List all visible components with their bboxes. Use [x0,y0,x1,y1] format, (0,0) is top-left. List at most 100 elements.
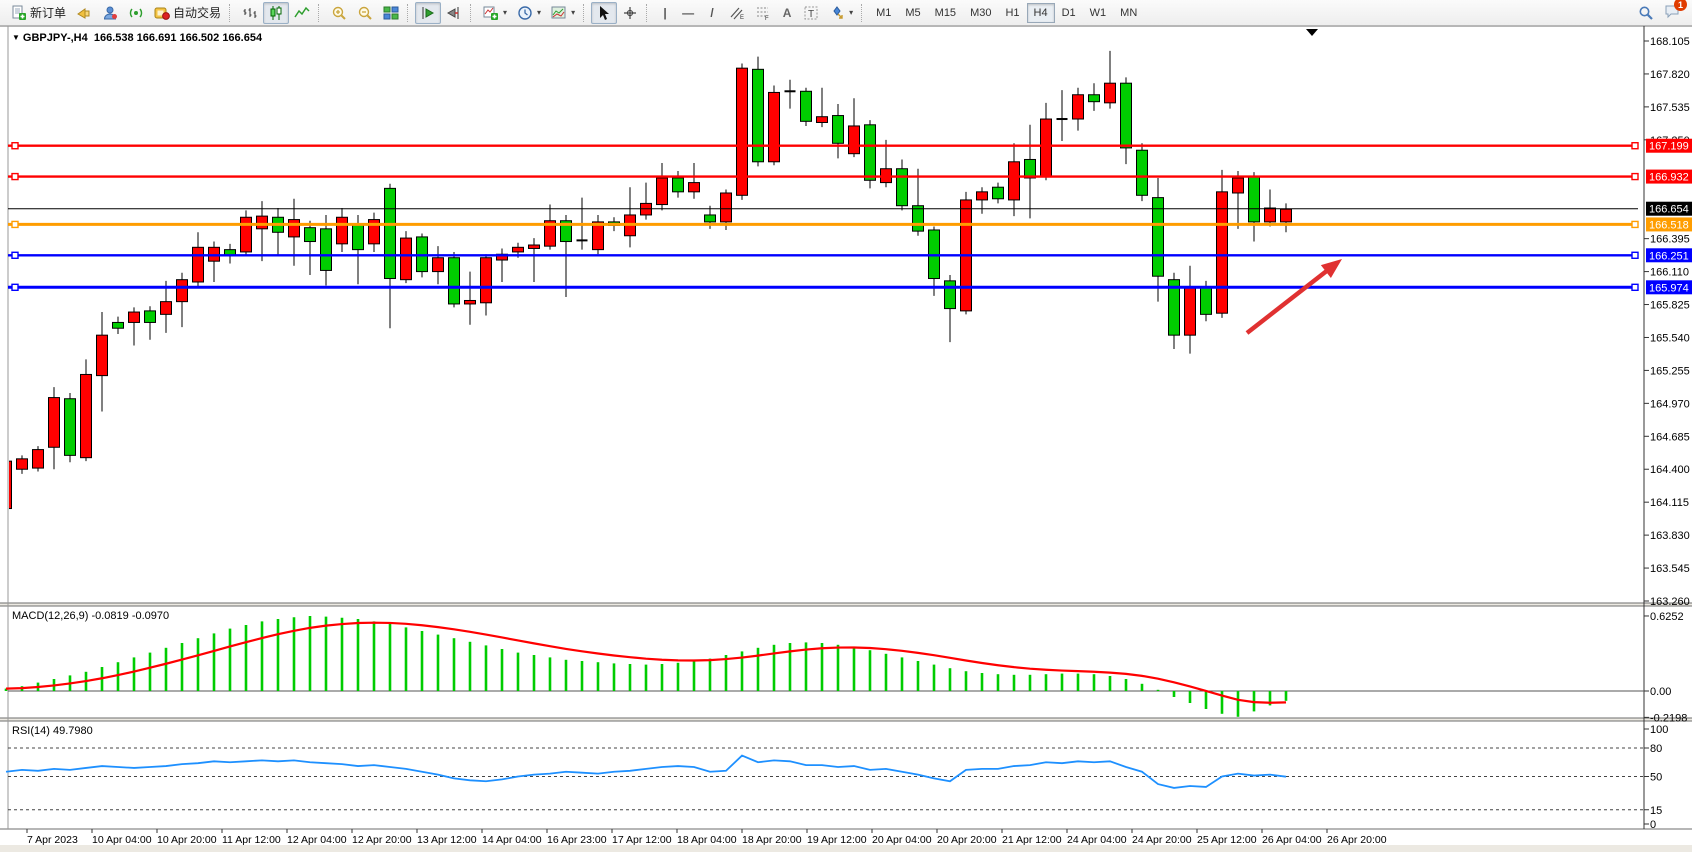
tf-button-m5[interactable]: M5 [905,6,921,19]
candlestick-icon [270,5,282,20]
time-label: 13 Apr 12:00 [417,834,477,846]
auto-scroll-icon [422,6,435,19]
candle-body [1088,94,1100,103]
line-handle[interactable] [11,220,19,229]
time-label: 12 Apr 20:00 [352,834,412,846]
chart-window[interactable]: ▼ GBPJPY-,H4 166.538 166.691 166.502 166.… [0,25,1692,852]
macd-signal-line [5,621,1287,704]
toolbar-separator [407,3,412,22]
signals-button[interactable] [123,2,149,24]
price-tick-label: 165.540 [1650,332,1690,344]
time-label: 14 Apr 04:00 [482,834,542,846]
text-tool-button[interactable]: A [776,2,798,24]
macd-indicator-label: MACD(12,26,9) -0.0819 -0.0970 [12,610,169,622]
auto-scroll-button[interactable] [415,1,442,24]
price-tick-label: 164.970 [1650,398,1690,410]
candle-body [64,398,76,456]
indicators-menu-button[interactable]: ▾ [478,2,512,24]
equidistant-channel-icon: E [730,7,744,21]
line-handle[interactable] [11,283,19,292]
zoom-out-icon [358,6,372,20]
line-handle[interactable] [1631,142,1639,150]
tf-button-m1[interactable]: M1 [876,6,892,19]
chat-button[interactable]: 1 [1664,0,1687,22]
line-handle[interactable] [11,172,19,181]
cursor-tool-button[interactable] [591,1,618,24]
community-button[interactable] [97,2,123,24]
rsi-tick-label: 50 [1650,772,1662,784]
tf-button-h4[interactable]: H4 [1026,2,1055,23]
tf-button-h1[interactable]: H1 [1005,6,1020,19]
candle-body [1280,208,1292,223]
collapse-ohlc-icon[interactable]: ▼ [12,33,20,42]
text-label-tool-button[interactable]: T [798,2,824,24]
candle-body [720,192,732,223]
annotation-arrow-shaft[interactable] [1245,265,1333,335]
auto-trading-button[interactable]: 自动交易 [149,2,226,24]
periods-menu-button[interactable]: ▾ [512,2,546,24]
line-handle[interactable] [1631,172,1639,181]
rsi-tick-label: 100 [1650,724,1668,736]
line-handle[interactable] [1631,283,1639,292]
svg-text:F: F [765,16,769,21]
alerts-button[interactable] [71,2,97,24]
tile-windows-button[interactable] [378,2,404,24]
price-tick-label: 165.255 [1650,365,1690,377]
rsi-tick-label: 15 [1650,805,1662,817]
fibonacci-tool-button[interactable]: F [750,2,776,24]
line-handle[interactable] [11,142,19,150]
auto-trading-icon [154,7,170,20]
toolbar: 新订单 自动交易 [0,0,1692,26]
line-handle[interactable] [1631,251,1639,259]
channel-tool-button[interactable]: E [724,2,750,24]
templates-menu-button[interactable]: ▾ [546,2,580,24]
horizontal-line-tool-button[interactable]: — [676,2,700,24]
window-bottom-strip [0,845,1692,852]
line-handle[interactable] [1631,220,1639,229]
tf-button-w1[interactable]: W1 [1089,6,1107,19]
candle-body [592,221,604,251]
zoom-out-button[interactable] [352,2,378,24]
candle-body [112,321,124,329]
time-label: 11 Apr 12:00 [222,834,281,846]
candle-chart-mode-button[interactable] [263,1,290,24]
line-handle[interactable] [11,251,19,259]
auto-trading-label: 自动交易 [173,6,222,20]
price-tag-label: 165.974 [1649,282,1689,294]
candle-body [1120,82,1132,149]
time-label: 20 Apr 20:00 [937,834,997,846]
price-tag-label: 166.654 [1649,204,1689,216]
zoom-in-button[interactable] [326,2,352,24]
crosshair-tool-button[interactable] [617,2,643,24]
tf-button-mn[interactable]: MN [1120,6,1138,19]
time-label: 17 Apr 12:00 [612,834,672,846]
toolbar-separator [861,3,866,22]
bar-chart-mode-button[interactable] [237,2,263,24]
clock-icon [518,5,532,20]
annotation-arrow-head[interactable] [1320,259,1342,278]
chart-shift-button[interactable] [441,2,467,24]
time-label: 26 Apr 20:00 [1327,834,1387,846]
search-icon[interactable] [1638,5,1654,21]
vertical-line-tool-button[interactable]: | [654,2,676,24]
tf-button-m30[interactable]: M30 [970,6,992,19]
top-marker-triangle[interactable] [1306,29,1318,36]
new-order-button[interactable]: 新订单 [6,2,71,24]
time-label: 7 Apr 2023 [27,834,78,846]
candle-body [400,237,412,281]
trendline-tool-button[interactable]: / [700,2,724,24]
line-chart-mode-button[interactable] [289,2,315,24]
svg-text:T: T [808,9,814,20]
candle-body [192,246,204,283]
price-chart-canvas[interactable]: 168.105167.820167.535167.250166.395166.1… [0,25,1692,852]
tf-button-d1[interactable]: D1 [1061,6,1076,19]
candle-body [544,220,556,247]
pane-separator[interactable] [0,603,1692,606]
indicators-icon [483,6,499,20]
horizontal-line-icon: — [682,5,695,20]
line-chart-icon [294,6,310,17]
arrows-tool-button[interactable]: ▾ [824,2,858,24]
pane-separator[interactable] [0,718,1692,721]
tf-button-m15[interactable]: M15 [934,6,957,19]
price-tick-label: 164.685 [1650,431,1690,443]
